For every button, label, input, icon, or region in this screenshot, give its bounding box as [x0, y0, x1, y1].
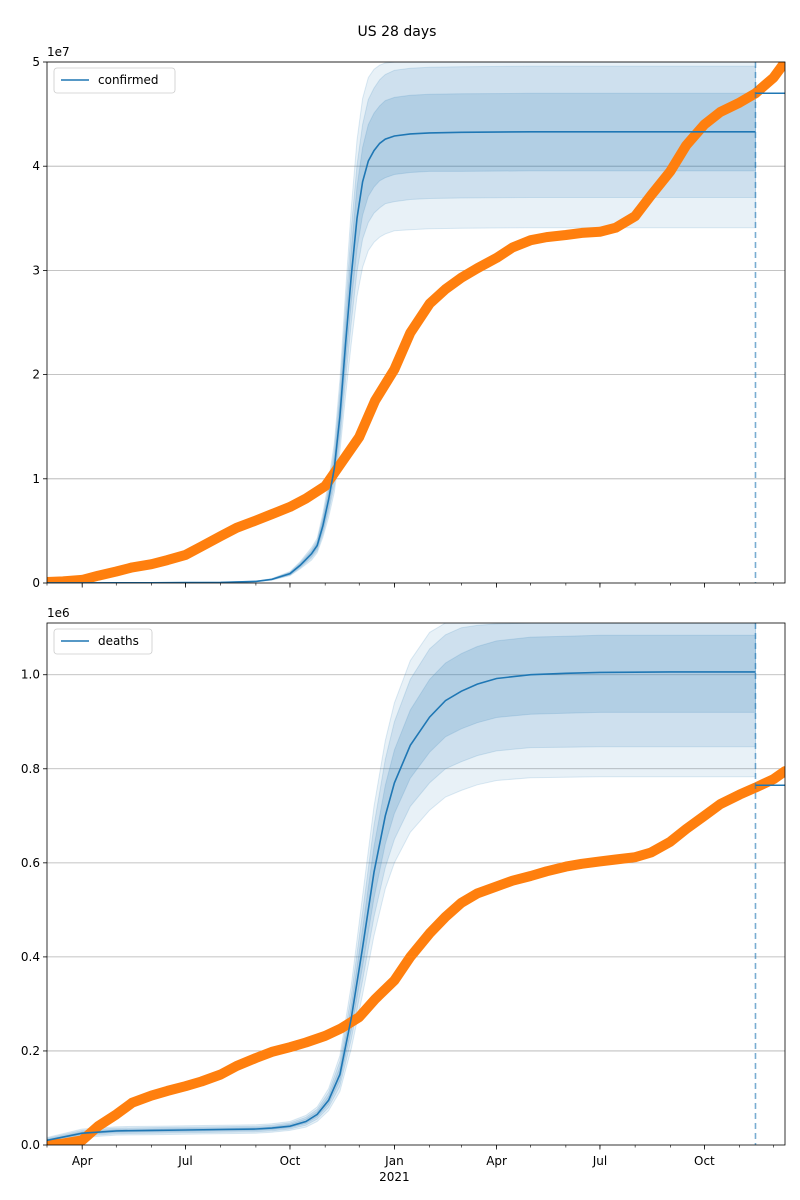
x-tick-label: Jan: [384, 1154, 404, 1168]
y-tick-label: 0: [32, 576, 40, 590]
plot-area: [47, 62, 785, 583]
y-tick-label: 0.0: [21, 1138, 40, 1152]
legend-box: [53, 628, 153, 655]
legend: confirmed: [53, 67, 176, 94]
legend-label: confirmed: [98, 73, 159, 87]
plot-area: [47, 623, 785, 1145]
y-tick-label: 5: [32, 55, 40, 69]
observed-line: [47, 766, 785, 1145]
y-tick-label: 0.8: [21, 762, 40, 776]
confirmed-panel: 0 1 2 3 4 5 1e7 confirmed: [32, 45, 786, 590]
legend-label: deaths: [98, 634, 139, 648]
x-tick-label: Oct: [280, 1154, 301, 1168]
y-tick-label: 0.6: [21, 856, 40, 870]
y-tick-label: 3: [32, 263, 40, 277]
band-50: [47, 634, 756, 1142]
axes-frame: [46, 622, 786, 1146]
y-offset-label: 1e6: [47, 606, 70, 620]
x-year-label: 2021: [379, 1170, 410, 1184]
legend-box: [53, 67, 176, 94]
x-tick-label: Jul: [592, 1154, 607, 1168]
figure-title: US 28 days: [358, 24, 437, 40]
y-tick-label: 1.0: [21, 668, 40, 682]
y-tick-label: 4: [32, 159, 40, 173]
y-tick-label: 0.2: [21, 1044, 40, 1058]
median-line: [47, 131, 756, 583]
y-tick-label: 0.4: [21, 950, 40, 964]
legend: deaths: [53, 628, 153, 655]
band-50: [47, 92, 756, 583]
y-offset-label: 1e7: [47, 45, 70, 59]
median-line: [47, 671, 756, 1142]
x-tick-label: Oct: [694, 1154, 715, 1168]
x-tick-label: Apr: [486, 1154, 507, 1168]
y-tick-label: 2: [32, 368, 40, 382]
x-tick-label: Apr: [72, 1154, 93, 1168]
axes-frame: [46, 61, 786, 584]
observed-line: [47, 62, 785, 583]
deaths-panel: 0.0 0.2 0.4 0.6 0.8 1.0 1e6 Apr Jul Oct Jan Apr Jul O…: [21, 606, 786, 1184]
y-tick-label: 1: [32, 472, 40, 486]
x-tick-label: Jul: [177, 1154, 192, 1168]
